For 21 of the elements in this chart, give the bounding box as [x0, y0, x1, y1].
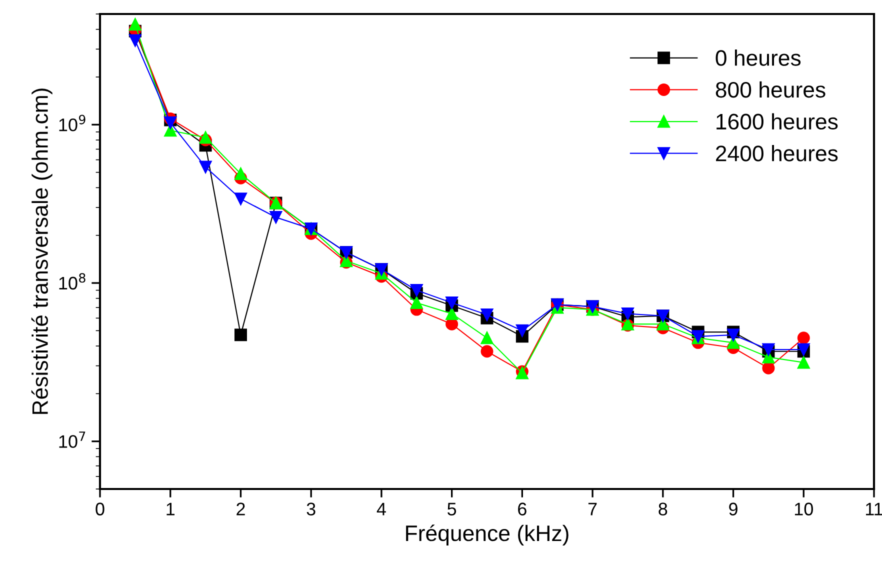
- legend-label: 0 heures: [716, 50, 801, 66]
- x-tick-label: 0: [96, 502, 104, 516]
- legend-label: 1600 heures: [716, 113, 838, 130]
- y-tick-label: 10$^{8}$: [59, 273, 86, 290]
- x-tick-label: 7: [588, 502, 597, 516]
- x-tick-label: 11: [866, 502, 882, 516]
- x-tick-label: 6: [518, 502, 526, 516]
- x-tick-label: 10: [794, 502, 813, 516]
- x-tick-label: 8: [658, 502, 668, 516]
- x-tick-label: 9: [729, 502, 738, 516]
- x-axis-title: Fréquence (kHz): [406, 524, 568, 546]
- legend-label: 2400 heures: [716, 145, 838, 162]
- y-axis-title: Résistivité transversale (ohm.cm): [31, 88, 52, 414]
- y-tick-label: 10$^{9}$: [59, 114, 86, 132]
- x-tick-label: 3: [306, 502, 316, 516]
- x-tick-label: 4: [376, 502, 386, 516]
- x-tick-label: 1: [166, 502, 175, 516]
- legend-label: 800 heures: [716, 81, 826, 98]
- y-tick-label: 10$^{7}$: [59, 432, 86, 448]
- x-tick-label: 2: [236, 502, 245, 516]
- x-tick-label: 5: [448, 502, 456, 516]
